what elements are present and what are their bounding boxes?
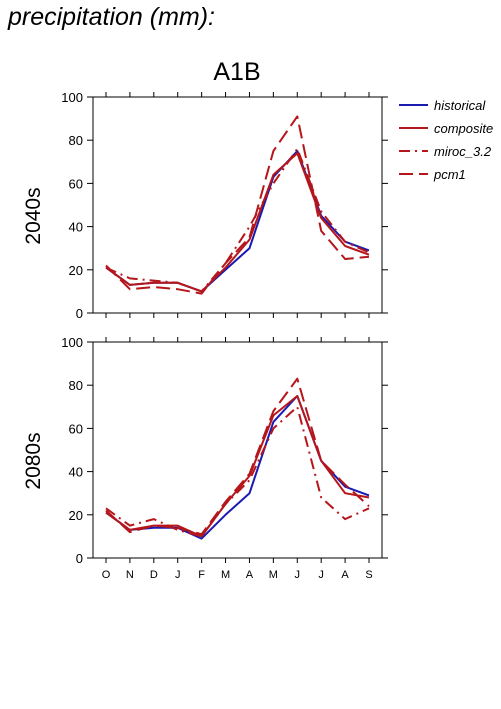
x-tick-label: M [221,569,230,581]
y-tick-label: 100 [61,90,83,105]
y-tick-label: 20 [69,508,83,523]
panel-2040s: 0 20 40 60 80 100 2040s [22,90,388,321]
panel-2080s: 0 20 40 60 80 100 O N D J F M A M J J A S 2080s [22,335,388,581]
y-tick-label: 40 [69,465,83,480]
x-tick-label: D [150,569,158,581]
y-tick-label: 80 [69,133,83,148]
x-tick-label: F [198,569,205,581]
chart-panels: 0 20 40 60 80 100 2040s 0 20 40 60 80 100 O N D J F M A M J J A… [22,90,388,581]
series-line-composite [105,152,370,293]
page-title: precipitation (mm): [8,3,215,31]
legend-item: pcm1 [399,167,466,182]
series-line-miroc_3.2 [105,147,370,293]
x-tick-label: N [126,569,134,581]
legend-label: pcm1 [433,167,466,182]
plot-frame [92,341,383,559]
y-tick-label: 0 [76,551,83,566]
y-tick-label: 80 [69,378,83,393]
y-tick-label: 60 [69,421,83,436]
x-tick-label: J [175,569,181,581]
series-line-historical [105,395,370,540]
y-tick-label: 100 [61,335,83,350]
legend: historical composite miroc_3.2 pcm1 [399,98,493,182]
x-tick-label: O [102,569,111,581]
legend-item: composite [399,121,493,136]
x-tick-label: J [295,569,301,581]
series-line-miroc_3.2 [105,405,370,538]
y-tick-label: 20 [69,263,83,278]
x-tick-label: A [341,569,349,581]
y-tick-label: 40 [69,220,83,235]
x-tick-label: M [269,569,278,581]
chart-title: A1B [213,58,260,86]
x-tick-label: A [246,569,254,581]
panel-ylabel: 2080s [22,432,45,489]
x-tick-label: J [318,569,324,581]
legend-label: miroc_3.2 [434,144,492,159]
legend-item: miroc_3.2 [399,144,492,159]
y-tick-label: 0 [76,306,83,321]
series-line-pcm1 [105,115,370,295]
series-line-composite [105,395,370,538]
legend-item: historical [399,98,486,113]
plot-frame [92,96,383,314]
panel-ylabel: 2040s [22,187,45,244]
series-line-pcm1 [105,377,370,536]
legend-label: historical [434,98,486,113]
y-tick-label: 60 [69,176,83,191]
legend-label: composite [434,121,493,136]
x-tick-label: S [365,569,372,581]
